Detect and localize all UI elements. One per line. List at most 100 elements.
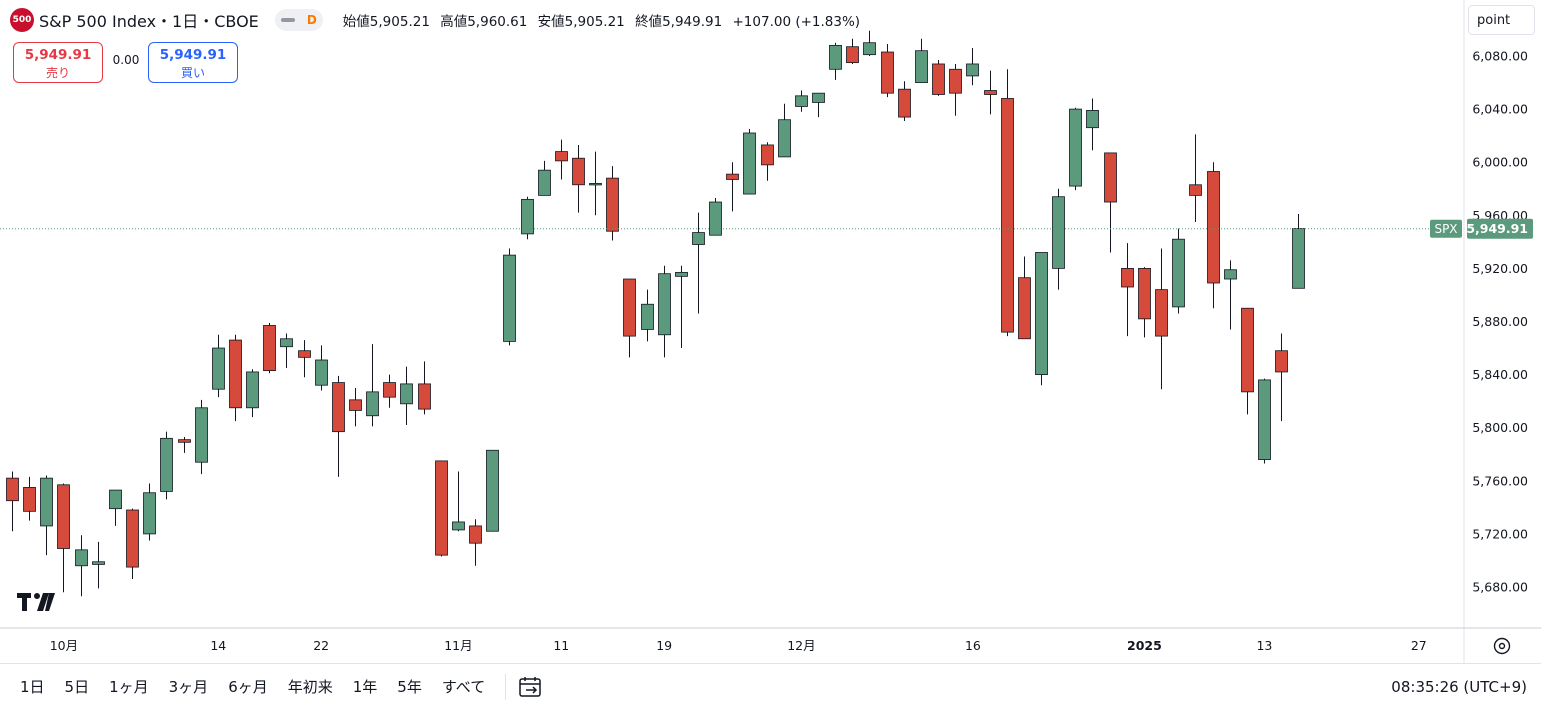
candle-body (400, 383, 413, 405)
y-tick-label: 5,840.00 (1472, 367, 1528, 382)
x-tick-label: 11月 (444, 638, 472, 653)
candle-body (1138, 267, 1151, 320)
candle-body (881, 51, 894, 94)
candle-body (1224, 269, 1237, 280)
candle-body (658, 273, 671, 336)
x-tick-label: 16 (965, 638, 981, 653)
candle-body (726, 173, 739, 180)
candle-body (761, 144, 774, 166)
candle-body (1292, 228, 1305, 289)
buy-button[interactable]: 5,949.91 買い (148, 42, 238, 83)
candle-body (1104, 152, 1117, 203)
candle-body (246, 371, 259, 409)
symbol-tag-box (1430, 219, 1462, 238)
toolbar-divider (505, 673, 507, 700)
candle-body (23, 487, 36, 512)
candle-body (75, 549, 88, 567)
x-tick-label: 13 (1256, 638, 1272, 653)
price-axis[interactable]: 5,680.00 5,720.00 5,760.00 5,800.00 5,840.00… (1430, 49, 1533, 595)
candle-body (932, 63, 945, 95)
candle-body (572, 157, 585, 186)
candle-body (486, 449, 499, 532)
candle-body (1258, 379, 1271, 460)
tradingview-logo-icon[interactable] (17, 591, 57, 617)
candle-body (778, 119, 791, 158)
range-5d-button[interactable]: 5日 (64, 678, 90, 696)
range-6m-button[interactable]: 6ヶ月 (228, 678, 268, 696)
open-label: 始値 (342, 14, 370, 30)
x-tick-label: 11 (553, 638, 569, 653)
y-tick-label: 6,000.00 (1472, 155, 1528, 170)
clock[interactable]: 08:35:26 (UTC+9) (1391, 677, 1527, 696)
range-1y-button[interactable]: 1年 (352, 678, 378, 696)
candle-body (315, 359, 328, 386)
candle-body (863, 42, 876, 56)
calendar-goto-icon[interactable] (518, 675, 544, 699)
candle-body (1035, 252, 1048, 375)
candle-body (1018, 277, 1031, 340)
chart-grid (0, 0, 1541, 663)
last-price-box (1467, 218, 1533, 239)
candle-body (195, 407, 208, 463)
sell-price: 5,949.91 (24, 47, 92, 63)
x-tick-label: 19 (656, 638, 672, 653)
candle-body (1052, 196, 1065, 269)
y-tick-label: 6,080.00 (1472, 49, 1528, 64)
y-tick-label: 5,920.00 (1472, 261, 1528, 276)
last-price-label: 5,949.91 (1466, 221, 1528, 236)
collapse-line-icon (280, 18, 295, 22)
candle-body (349, 399, 362, 411)
candle-body (40, 477, 53, 527)
candle-body (795, 95, 808, 107)
candle-body (383, 382, 396, 398)
candle-body (1155, 289, 1168, 337)
candle-body (984, 90, 997, 95)
time-axis[interactable]: 10月 14 22 11月 11 19 12月 16 2025 13 27 (50, 638, 1427, 653)
time-axis-settings-icon[interactable] (1493, 637, 1511, 655)
x-tick-label: 27 (1411, 638, 1427, 653)
candle-body (812, 92, 825, 103)
range-5y-button[interactable]: 5年 (397, 678, 422, 696)
candle-body (949, 68, 962, 94)
candle-body (1172, 238, 1185, 308)
candle-body (915, 50, 928, 83)
scale-mode-button[interactable]: point (1468, 5, 1535, 35)
candle-body (92, 561, 105, 565)
range-1m-button[interactable]: 1ヶ月 (109, 678, 149, 696)
candle-body (160, 437, 173, 492)
candle-body (229, 339, 242, 409)
candle-body (126, 509, 139, 568)
spread-value: 0.00 (112, 53, 140, 67)
range-3m-button[interactable]: 3ヶ月 (168, 678, 209, 696)
candle-body (263, 325, 276, 372)
candle-body (1086, 110, 1099, 129)
bottom-toolbar: 1日 5日 1ヶ月 3ヶ月 6ヶ月 年初来 1年 5年 すべて 08:35:26… (0, 663, 1541, 709)
symbol-title[interactable]: S&P 500 Index・1日・CBOE (39, 12, 259, 31)
candle-body (435, 460, 448, 556)
x-tick-label: 22 (313, 638, 329, 653)
range-all-button[interactable]: すべて (441, 678, 486, 696)
high-value: 5,960.61 (467, 14, 528, 30)
candle-body (1069, 108, 1082, 187)
range-ytd-button[interactable]: 年初来 (287, 678, 333, 696)
candle-body (452, 521, 465, 531)
y-tick-label: 5,880.00 (1472, 314, 1528, 329)
y-tick-label: 5,800.00 (1472, 420, 1528, 435)
market-status-toggle[interactable]: D (274, 9, 323, 31)
range-1d-button[interactable]: 1日 (20, 678, 45, 696)
candle-body (641, 303, 654, 330)
candle-body (6, 477, 19, 502)
candle-body (692, 232, 705, 245)
candle-body (212, 347, 225, 390)
sell-button[interactable]: 5,949.91 売り (13, 42, 103, 83)
sell-label: 売り (45, 66, 70, 80)
candle-body (589, 183, 602, 186)
candle-body (109, 489, 122, 510)
price-chart[interactable]: 5,680.00 5,720.00 5,760.00 5,800.00 5,840.00… (0, 0, 1541, 663)
candle-body (623, 278, 636, 337)
candle-body (503, 254, 516, 342)
candle-body (743, 132, 756, 195)
candle-body (280, 338, 293, 348)
open-value: 5,905.21 (369, 14, 430, 30)
candle-body (1275, 350, 1288, 373)
